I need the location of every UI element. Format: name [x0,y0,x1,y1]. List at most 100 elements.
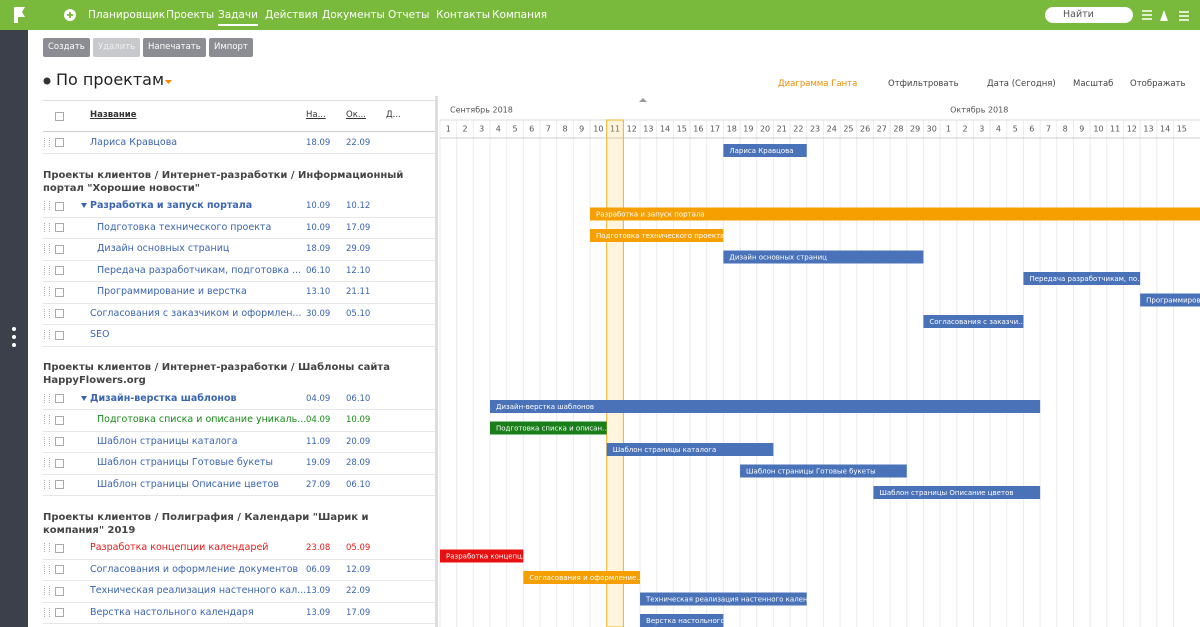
column-header[interactable]: Д... [386,110,401,120]
row-checkbox[interactable] [55,138,64,148]
drag-handle[interactable] [44,222,50,232]
row-checkbox[interactable] [55,287,64,297]
task-name[interactable]: Подготовка технического проекта [97,221,272,233]
drag-handle[interactable] [44,137,50,147]
row-checkbox[interactable] [55,586,64,596]
row-checkbox[interactable] [55,223,64,233]
task-name[interactable]: Техническая реализация настенного кал... [90,585,307,597]
task-name[interactable]: Разработка и запуск портала [90,200,253,212]
drag-handle[interactable] [44,265,50,275]
toolbar-button[interactable]: Удалить [93,38,141,57]
gantt-bar[interactable] [640,592,807,606]
drag-handle[interactable] [44,308,50,318]
column-header[interactable]: На... [306,110,326,120]
toolbar-button[interactable]: Создать [43,38,90,57]
gantt-bar[interactable] [440,549,524,563]
gantt-bar[interactable] [606,443,774,456]
column-header[interactable]: Ок... [346,110,366,120]
sidebar-toggle[interactable] [10,326,18,348]
row-checkbox[interactable] [55,201,64,211]
task-name[interactable]: Дизайн основных страниц [97,243,230,255]
task-name[interactable]: SEO [90,329,110,341]
gantt-bar[interactable] [490,421,607,435]
column-header[interactable]: Название [90,110,137,120]
gantt-bar[interactable] [590,207,1200,221]
gantt-bar[interactable] [740,464,907,478]
task-name[interactable]: Согласования и оформление документов [90,563,299,575]
task-name[interactable]: Дизайн-верстка шаблонов [90,392,237,404]
search-box[interactable]: Найти [1045,7,1133,23]
drag-handle[interactable] [44,458,50,468]
gantt-bar[interactable] [1023,272,1141,285]
row-checkbox[interactable] [55,437,64,447]
drag-handle[interactable] [44,415,50,425]
task-name[interactable]: Шаблон страницы Готовые букеты [97,457,273,469]
task-name[interactable]: Разработка концепции календарей [90,542,269,554]
drag-handle[interactable] [44,607,50,617]
task-name[interactable]: Согласования с заказчиком и оформлен... [90,307,302,319]
drag-handle[interactable] [44,201,50,211]
row-checkbox[interactable] [55,309,64,319]
day-label: 2 [963,125,968,134]
view-control[interactable]: Дата (Сегодня) [987,79,1056,89]
expand-toggle[interactable] [81,395,87,401]
task-name[interactable]: Подготовка списка и описание уникаль... [97,414,307,426]
nav-item[interactable]: Документы [322,9,385,21]
row-checkbox[interactable] [55,330,64,340]
gantt-bar[interactable] [1140,293,1200,307]
header-checkbox[interactable] [55,112,64,121]
row-checkbox[interactable] [55,480,64,490]
view-control[interactable]: Отфильтровать [888,79,959,89]
row-checkbox[interactable] [55,608,64,618]
nav-item[interactable]: Компания [492,9,548,21]
task-name[interactable]: Шаблон страницы Описание цветов [97,478,279,490]
task-name[interactable]: Шаблон страницы каталога [97,435,238,447]
row-checkbox[interactable] [55,394,64,404]
view-control[interactable]: Диаграмма Ганта [778,79,858,89]
gantt-bar[interactable] [590,229,724,242]
drag-handle[interactable] [44,244,50,254]
gantt-bar[interactable] [640,614,724,627]
end-date: 12.10 [346,265,371,276]
gantt-bar[interactable] [490,400,1041,413]
toolbar-button[interactable]: Напечатать [143,38,206,57]
drag-handle[interactable] [44,393,50,403]
nav-item[interactable]: Задачи [218,9,258,26]
gantt-bar[interactable] [723,144,807,157]
gantt-bar[interactable] [523,571,641,584]
drag-handle[interactable] [44,287,50,297]
gantt-bar[interactable] [923,315,1024,328]
drag-handle[interactable] [44,479,50,489]
view-control[interactable]: Масштаб [1073,79,1114,89]
drag-handle[interactable] [44,586,50,596]
task-name[interactable]: Верстка настольного календаря [90,606,254,618]
nav-item[interactable]: Контакты [436,9,491,21]
gantt-bar[interactable] [723,250,924,264]
gantt-bar[interactable] [873,486,1041,499]
nav-item[interactable]: Действия [265,9,318,21]
expand-toggle[interactable] [81,203,87,209]
drag-handle[interactable] [44,564,50,574]
day-label: 4 [496,125,501,134]
row-checkbox[interactable] [55,415,64,425]
row-checkbox[interactable] [55,543,64,553]
row-checkbox[interactable] [55,458,64,468]
row-checkbox[interactable] [55,565,64,575]
toolbar-button[interactable]: Импорт [209,38,253,57]
view-title[interactable]: По проектам [56,70,165,89]
nav-item[interactable]: Отчеты [388,9,430,21]
row-checkbox[interactable] [55,266,64,276]
task-name[interactable]: Лариса Кравцова [90,136,178,148]
task-name[interactable]: Программирование и верстка [97,286,247,298]
task-name[interactable]: Передача разработчикам, подготовка ... [97,264,302,276]
add-button[interactable] [64,9,76,21]
drag-handle[interactable] [44,330,50,340]
nav-item[interactable]: Проекты [166,9,215,21]
drag-handle[interactable] [44,436,50,446]
row-checkbox[interactable] [55,244,64,254]
view-control[interactable]: Отображать [1130,79,1186,89]
splitter[interactable] [435,96,438,627]
logo[interactable] [12,6,28,24]
nav-item[interactable]: Планировщик [88,9,166,21]
drag-handle[interactable] [44,543,50,553]
